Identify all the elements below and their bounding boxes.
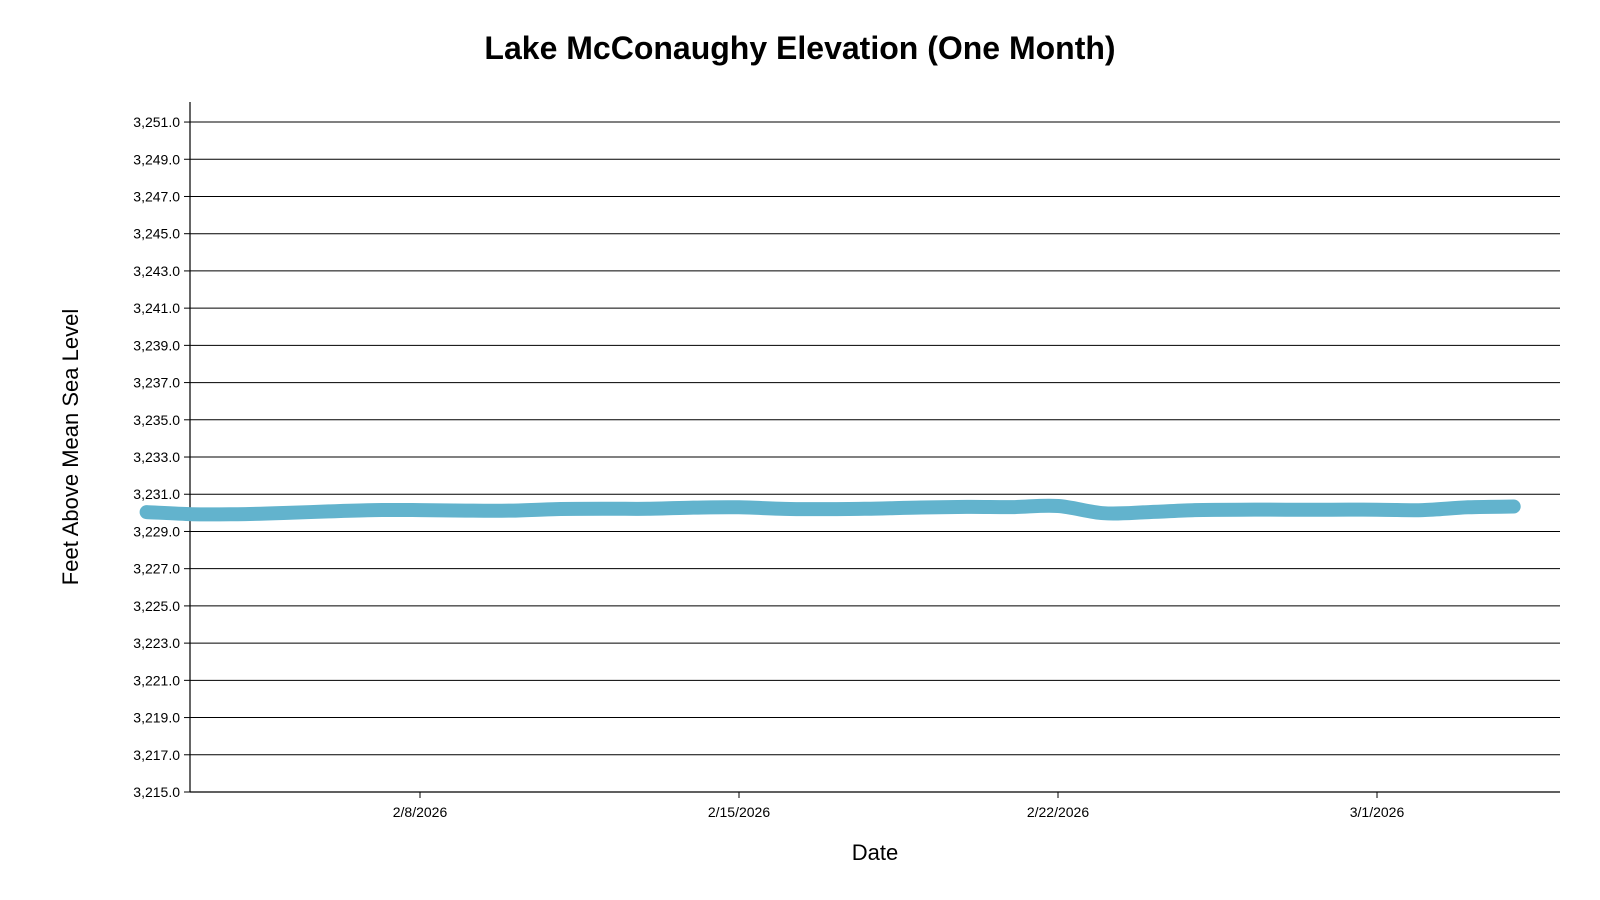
- y-tick-label: 3,229.0: [133, 523, 180, 539]
- y-tick-labels: 3,215.0 3,217.0 3,219.0 3,221.0 3,223.0 3,225…: [133, 114, 180, 800]
- x-tick-labels: 2/8/2026 2/15/2026 2/22/2026 3/1/2026: [393, 804, 1405, 820]
- y-tick-label: 3,233.0: [133, 449, 180, 465]
- y-tick-label: 3,247.0: [133, 188, 180, 204]
- y-tick-label: 3,223.0: [133, 635, 180, 651]
- x-tick-label: 2/8/2026: [393, 804, 448, 820]
- chart-title: Lake McConaughy Elevation (One Month): [484, 30, 1116, 66]
- y-tick-label: 3,241.0: [133, 300, 180, 316]
- y-tick-label: 3,235.0: [133, 412, 180, 428]
- y-tick-label: 3,219.0: [133, 710, 180, 726]
- y-tick-label: 3,227.0: [133, 561, 180, 577]
- x-tick-label: 2/15/2026: [708, 804, 770, 820]
- grid-lines: [190, 121, 1560, 793]
- y-tick-label: 3,237.0: [133, 375, 180, 391]
- y-tick-label: 3,221.0: [133, 672, 180, 688]
- y-tick-label: 3,217.0: [133, 747, 180, 763]
- x-tick-label: 3/1/2026: [1350, 804, 1405, 820]
- y-axis-title: Feet Above Mean Sea Level: [58, 309, 83, 585]
- y-tick-label: 3,215.0: [133, 784, 180, 800]
- y-tick-label: 3,249.0: [133, 151, 180, 167]
- x-tick-label: 2/22/2026: [1027, 804, 1089, 820]
- y-tick-label: 3,239.0: [133, 337, 180, 353]
- y-tick-label: 3,231.0: [133, 486, 180, 502]
- y-tick-label: 3,251.0: [133, 114, 180, 130]
- x-axis-title: Date: [852, 840, 898, 865]
- series-lines: [139, 498, 1521, 522]
- y-tick-label: 3,225.0: [133, 598, 180, 614]
- y-tick-label: 3,243.0: [133, 263, 180, 279]
- series-line: [139, 498, 1521, 522]
- axes: [184, 102, 1560, 798]
- y-tick-label: 3,245.0: [133, 226, 180, 242]
